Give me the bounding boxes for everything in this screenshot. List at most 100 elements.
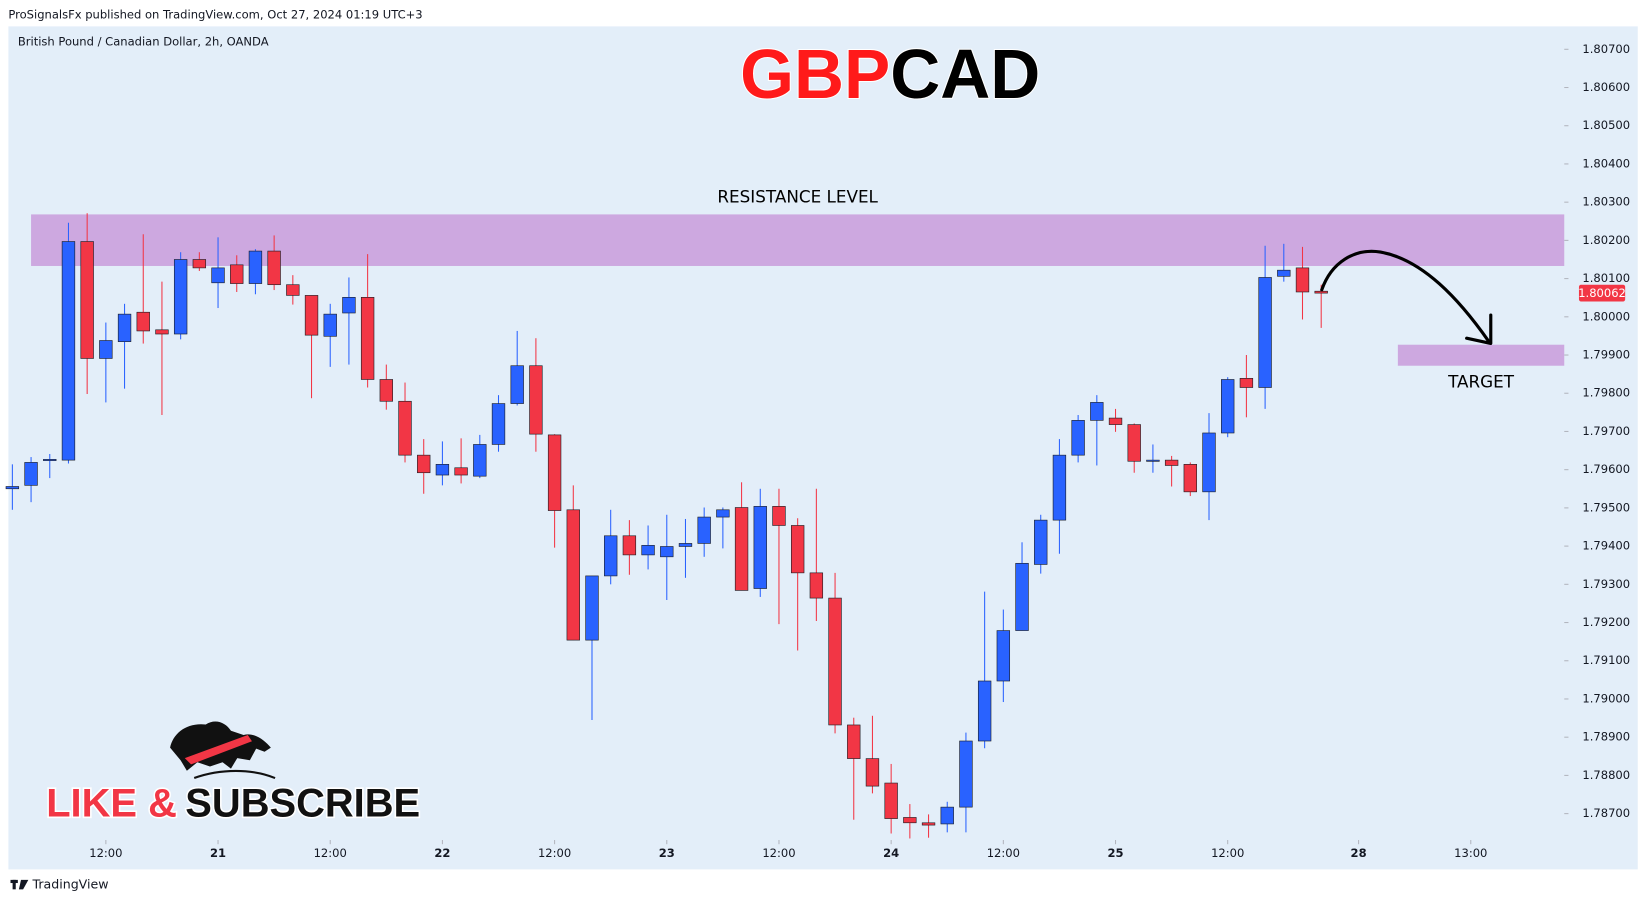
candle-body <box>566 509 580 641</box>
x-tick-label: 22 <box>434 846 450 860</box>
arrow-head <box>1465 313 1493 345</box>
y-tick-label: 1.80300 <box>1582 195 1630 209</box>
candle-body <box>1127 424 1141 462</box>
x-tick-label: 25 <box>1107 846 1123 860</box>
candle-body <box>1258 277 1272 388</box>
price-zone <box>1397 344 1565 366</box>
candle-body <box>809 572 824 599</box>
candle-body <box>622 535 637 556</box>
candle-body <box>828 597 842 726</box>
promo-subscribe: SUBSCRIBE <box>185 781 420 825</box>
candle-body <box>360 297 375 380</box>
candle-body <box>716 509 730 518</box>
x-tick-label: 12:00 <box>89 846 122 860</box>
candle-body <box>641 545 655 556</box>
footer-brand: TradingView <box>32 877 109 892</box>
candle-body <box>547 434 562 511</box>
candle-body <box>585 575 599 641</box>
candle-body <box>454 467 468 476</box>
bull-bear-logo <box>170 721 276 780</box>
candle-body <box>211 267 225 284</box>
candle-body <box>342 297 356 314</box>
y-tick-label: 1.79400 <box>1582 539 1630 553</box>
promo-like: LIKE & <box>46 781 177 825</box>
candle-body <box>884 782 898 819</box>
zone-label: RESISTANCE LEVEL <box>717 187 878 207</box>
candle-body <box>286 284 300 296</box>
candle-body <box>921 822 936 826</box>
zones <box>31 214 1565 366</box>
candle-body <box>734 507 749 591</box>
candle-body <box>417 454 431 474</box>
arrow-curve <box>1320 249 1491 343</box>
candle-body <box>660 546 674 558</box>
candle-body <box>99 340 113 359</box>
y-tick-label: 1.79800 <box>1582 386 1630 400</box>
candle-body <box>398 400 412 456</box>
y-tick-label: 1.80000 <box>1582 309 1630 323</box>
candle-body <box>1221 379 1235 434</box>
candle-body <box>323 313 337 337</box>
y-tick-label: 1.79100 <box>1582 653 1630 667</box>
title-base: GBP <box>740 35 890 113</box>
candle-body <box>5 486 20 490</box>
candle-body <box>230 264 244 284</box>
candle-body <box>1202 432 1216 493</box>
candle-body <box>959 740 973 808</box>
y-tick-label: 1.79000 <box>1582 691 1630 705</box>
candle-body <box>117 313 132 342</box>
tradingview-logo <box>10 879 29 890</box>
candle-body <box>1295 267 1310 293</box>
candles <box>5 213 1328 839</box>
candle-body <box>865 758 880 787</box>
chart-panel <box>8 26 1638 870</box>
candle-body <box>1034 519 1048 565</box>
y-tick-label: 1.78800 <box>1582 768 1630 782</box>
candle-body <box>155 329 169 335</box>
logo-base <box>193 769 276 780</box>
publish-header: ProSignalsFx published on TradingView.co… <box>8 7 422 21</box>
logo-stem <box>12 879 16 890</box>
candle-body <box>1015 562 1029 631</box>
candle-body <box>903 817 917 824</box>
logo-slash <box>18 879 29 890</box>
candle-body <box>24 462 38 486</box>
candle-body <box>304 295 319 336</box>
candle-body <box>173 259 188 335</box>
candle-body <box>1314 290 1328 294</box>
candle-body <box>772 506 786 526</box>
x-tick-label: 13:00 <box>1454 846 1487 860</box>
last-price-tag <box>1578 284 1626 302</box>
candle-body <box>996 630 1011 682</box>
zone-label: TARGET <box>1447 372 1515 392</box>
x-tick-label: 12:00 <box>987 846 1020 860</box>
candle-body <box>847 724 861 759</box>
y-tick-label: 1.80200 <box>1582 233 1630 247</box>
x-tick-label: 21 <box>210 846 226 860</box>
candle-body <box>1239 378 1254 388</box>
y-tick-label: 1.80400 <box>1582 156 1630 170</box>
candle-body <box>1108 417 1123 425</box>
candle-body <box>1052 454 1067 521</box>
candle-body <box>697 516 711 544</box>
x-tick-label: 28 <box>1351 846 1367 860</box>
candle-body <box>267 250 281 286</box>
candle-body <box>43 459 57 461</box>
candle-body <box>248 250 263 284</box>
y-tick-label: 1.79700 <box>1582 424 1630 438</box>
candle-body <box>379 379 393 402</box>
candle-body <box>192 259 207 269</box>
candle-body <box>1090 402 1104 421</box>
candle-body <box>1183 464 1197 493</box>
y-tick-label: 1.79500 <box>1582 500 1630 514</box>
candle-body <box>80 241 94 359</box>
y-tick-label: 1.80500 <box>1582 118 1630 132</box>
price-zone <box>31 214 1565 266</box>
last-price-label: 1.80062 <box>1578 286 1626 300</box>
logo-stripe <box>184 735 252 765</box>
candle-body <box>790 525 805 574</box>
y-tick-label: 1.79200 <box>1582 615 1630 629</box>
y-tick-label: 1.78700 <box>1582 806 1630 820</box>
candle-body <box>753 506 767 589</box>
candle-body <box>473 444 487 477</box>
